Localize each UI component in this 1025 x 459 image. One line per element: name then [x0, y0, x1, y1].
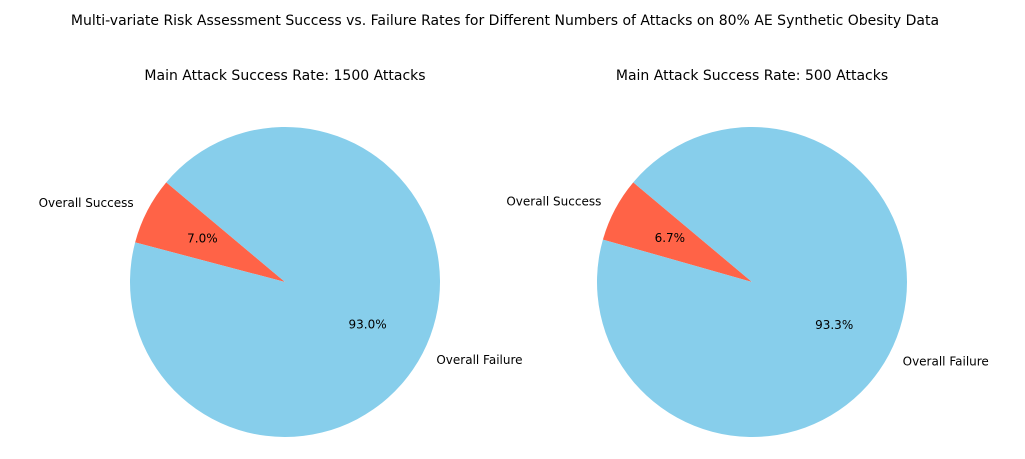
slice-label: Overall Success: [39, 196, 134, 210]
figure-suptitle: Multi-variate Risk Assessment Success vs…: [71, 13, 939, 29]
pie-slice-overall-failure: [130, 126, 441, 437]
pie-slice-overall-failure: [596, 127, 908, 437]
slice-label: Overall Failure: [903, 354, 989, 368]
pie-slice-overall-success: [135, 182, 285, 282]
slice-label: Overall Success: [506, 195, 601, 209]
slice-percent-label: 6.7%: [655, 231, 686, 245]
chart-title: Main Attack Success Rate: 500 Attacks: [616, 68, 888, 84]
slice-percent-label: 93.0%: [349, 317, 387, 331]
slice-percent-label: 7.0%: [187, 232, 218, 246]
pie-slice-overall-success: [602, 182, 752, 282]
slice-label: Overall Failure: [436, 353, 522, 367]
pie-chart-1500-attacks: Main Attack Success Rate: 1500 Attacks O…: [39, 68, 523, 437]
slice-percent-label: 93.3%: [815, 318, 853, 332]
chart-title: Main Attack Success Rate: 1500 Attacks: [144, 68, 425, 84]
pie-chart-500-attacks: Main Attack Success Rate: 500 Attacks Ov…: [506, 68, 989, 437]
